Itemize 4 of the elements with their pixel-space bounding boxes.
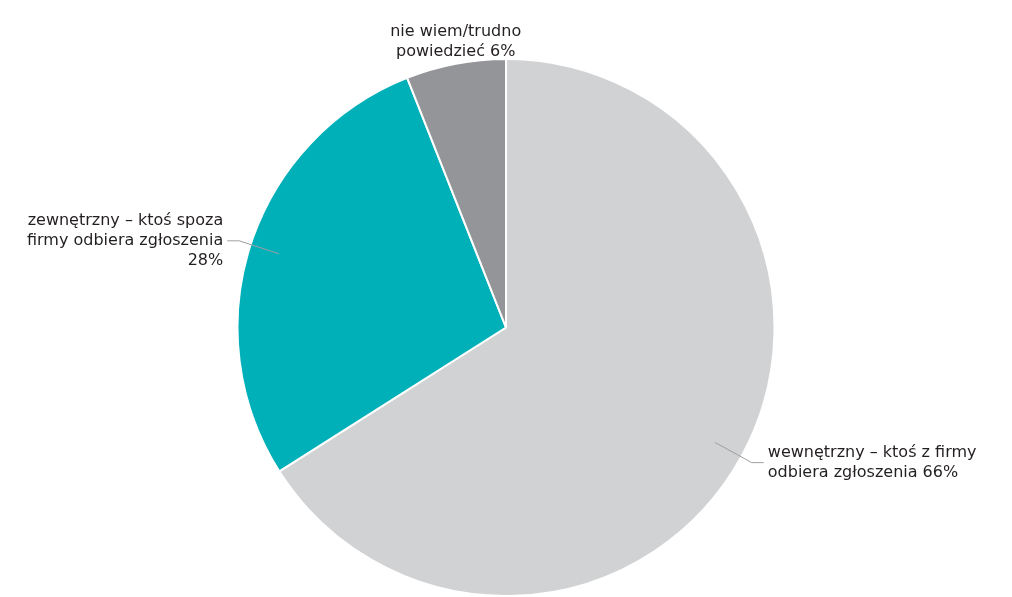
data-label: 28% [187,249,224,269]
slice-label: zewnętrzny – ktoś spoza firmy odbiera zgłoszenia [26,209,224,249]
slice-label: nie wiem/trudno powiedzieć 6% [390,20,522,60]
slice-label: wewnętrzny – ktoś z firmy odbiera zgłoszenia 66% [767,441,977,481]
